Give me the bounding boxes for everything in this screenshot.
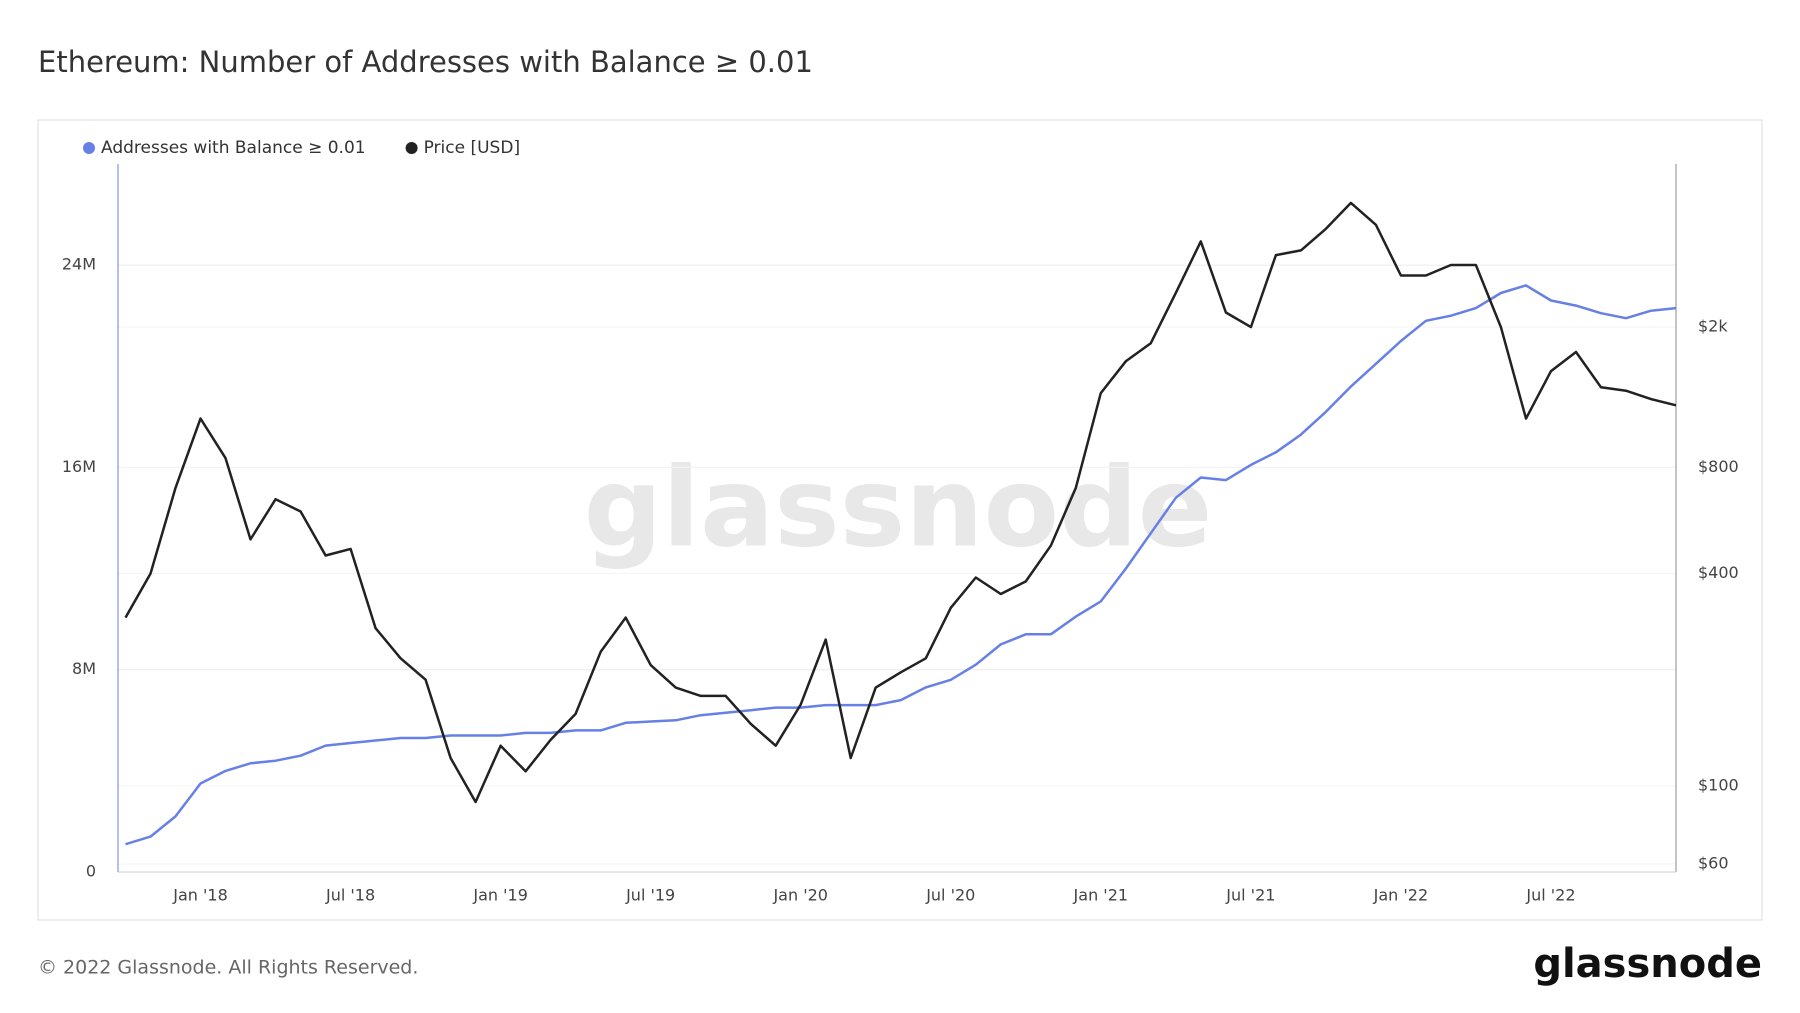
x-tick-label: Jan '21 [1073,886,1129,905]
y-tick-label: 16M [62,457,96,476]
x-tick-label: Jul '18 [325,886,375,905]
x-tick-label: Jul '21 [1225,886,1275,905]
y-tick-label: 24M [62,255,96,274]
logo: glassnode [1533,941,1762,987]
chart-frame [37,119,1763,921]
y2-tick-label: $60 [1698,854,1729,873]
x-tick-label: Jan '20 [772,886,828,905]
series-line [124,201,1677,804]
watermark: glassnode [584,443,1213,571]
y2-tick-label: $400 [1698,563,1739,582]
x-tick-label: Jul '22 [1525,886,1575,905]
x-tick-label: Jul '20 [925,886,975,905]
series-line [125,284,1677,846]
footer: © 2022 Glassnode. All Rights Reserved. [38,957,418,979]
legend-marker [405,142,418,154]
legend-label: Addresses with Balance ≥ 0.01 [101,138,366,158]
y2-tick-label: $800 [1698,457,1739,476]
y-tick-label: 8M [72,659,96,678]
y-tick-label: 0 [86,862,96,881]
chart-title: Ethereum: Number of Addresses with Balan… [38,45,813,79]
y2-tick-label: $100 [1698,775,1739,794]
x-tick-label: Jan '22 [1373,886,1429,905]
x-tick-label: Jul '19 [625,886,675,905]
x-tick-label: Jan '19 [472,886,528,905]
legend-marker [83,142,95,154]
y2-tick-label: $2k [1698,317,1728,336]
x-tick-label: Jan '18 [172,886,228,905]
legend-label: Price [USD] [424,138,520,158]
